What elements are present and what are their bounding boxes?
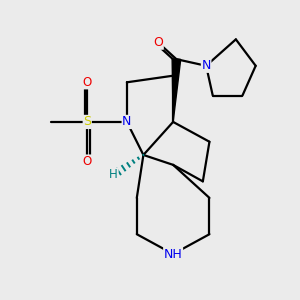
Text: O: O: [82, 76, 92, 89]
Polygon shape: [172, 59, 181, 122]
Text: S: S: [83, 116, 91, 128]
Text: N: N: [202, 59, 211, 72]
Text: NH: NH: [164, 248, 182, 260]
Text: H: H: [109, 168, 118, 181]
Text: O: O: [153, 36, 163, 49]
Text: N: N: [122, 116, 132, 128]
Text: O: O: [82, 155, 92, 168]
